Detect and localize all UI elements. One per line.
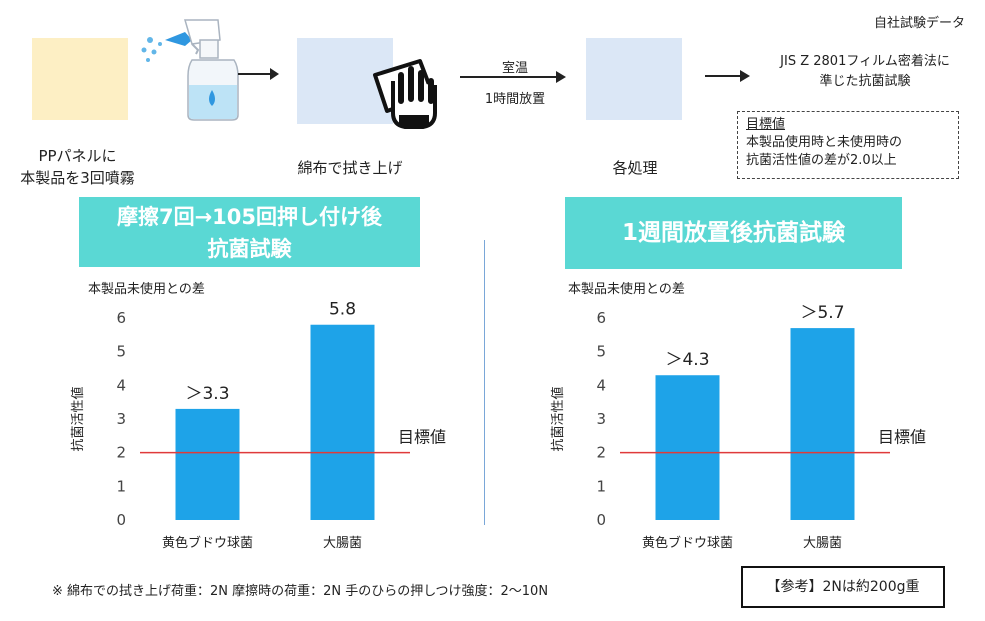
chart1-ytick: 1: [116, 477, 126, 495]
test-method-line2: 準じた抗菌試験: [819, 74, 911, 89]
chart1-ytick: 5: [116, 343, 126, 361]
chart2-data-label: ＞4.3: [665, 350, 709, 370]
footer-note: ※ 綿布での拭き上げ荷重：2N 摩擦時の荷重：2N 手のひらの押しつけ強度：2〜…: [52, 584, 549, 599]
test-method: JIS Z 2801フィルム密着法に 準じた抗菌試験: [755, 52, 975, 92]
chart2-title-banner: 1週間放置後抗菌試験: [565, 197, 902, 269]
chart1-title-banner: 摩擦7回→105回押し付け後 抗菌試験: [79, 197, 420, 267]
chart2-xtick: 黄色ブドウ球菌: [642, 535, 733, 551]
rest-condition-line1: 室温: [501, 61, 528, 76]
pp-panel: [32, 38, 128, 120]
chart2-bar: [655, 375, 720, 520]
chart1-title-line1: 摩擦7回→105回押し付け後: [116, 205, 383, 229]
wiping-hand-icon: [373, 59, 437, 129]
chart-divider: [484, 240, 485, 525]
goal-line2: 抗菌活性値の差が2.0以上: [746, 153, 897, 168]
chart2-subtitle: 本製品未使用との差: [568, 281, 685, 297]
chart1-data-label: ＞3.3: [185, 384, 229, 404]
goal-box: 目標値 本製品使用時と未使用時の 抗菌活性値の差が2.0以上: [737, 111, 959, 179]
chart1-data-label: 5.8: [329, 300, 356, 320]
step1-label-line1: PPパネルに: [38, 147, 117, 165]
chart1-ytick: 0: [116, 511, 126, 529]
chart1-bar: [175, 408, 240, 520]
chart1-bar: [310, 324, 375, 520]
chart2-ytick: 4: [596, 376, 606, 394]
chart2-bar: [790, 328, 855, 520]
arrow-1: [238, 73, 274, 75]
spray-bottle-icon: [141, 19, 239, 121]
chart2-ytick: 3: [596, 410, 606, 428]
chart2-ylabel: 抗菌活性値: [550, 386, 566, 451]
goal-line1: 本製品使用時と未使用時の: [746, 135, 903, 150]
chart2-ytick: 5: [596, 343, 606, 361]
chart1-ytick: 4: [116, 376, 126, 394]
step1-label-line2: 本製品を3回噴霧: [20, 169, 135, 187]
arrow-2-head: [556, 71, 566, 83]
chart1-title-line2: 抗菌試験: [207, 237, 292, 261]
arrow-3-head: [740, 70, 750, 82]
chart1-ytick: 6: [116, 309, 126, 327]
chart2-target-label: 目標値: [878, 428, 926, 447]
arrow-2: [460, 76, 560, 78]
chart2-data-label: ＞5.7: [800, 303, 844, 323]
step1-label: PPパネルに 本製品を3回噴霧: [0, 145, 155, 189]
step2-label: 綿布で拭き上げ: [297, 159, 403, 177]
goal-title: 目標値: [746, 117, 786, 132]
arrow-3: [705, 75, 743, 77]
chart1-xtick: 大腸菌: [323, 536, 362, 551]
arrow-1-head: [270, 68, 279, 80]
chart2-ytick: 6: [596, 309, 606, 327]
chart2-ytick: 1: [596, 477, 606, 495]
rest-condition: 室温: [460, 56, 570, 82]
chart1-target-label: 目標値: [398, 428, 446, 447]
chart1-ylabel: 抗菌活性値: [70, 386, 86, 451]
treated-panel: [586, 38, 682, 120]
chart2-xtick: 大腸菌: [803, 536, 842, 551]
chart1-ytick: 2: [116, 444, 126, 462]
rest-condition-line2: 1時間放置: [484, 92, 546, 107]
step3-label: 各処理: [612, 159, 658, 177]
test-method-line1: JIS Z 2801フィルム密着法に: [780, 54, 950, 69]
reference-box: 【参考】2Nは約200g重: [741, 566, 945, 608]
chart1-ytick: 3: [116, 410, 126, 428]
chart1-xtick: 黄色ブドウ球菌: [162, 535, 253, 551]
chart1-subtitle: 本製品未使用との差: [88, 281, 205, 297]
chart2-ytick: 2: [596, 444, 606, 462]
chart2-ytick: 0: [596, 511, 606, 529]
source-label: 自社試験データ: [873, 16, 965, 31]
